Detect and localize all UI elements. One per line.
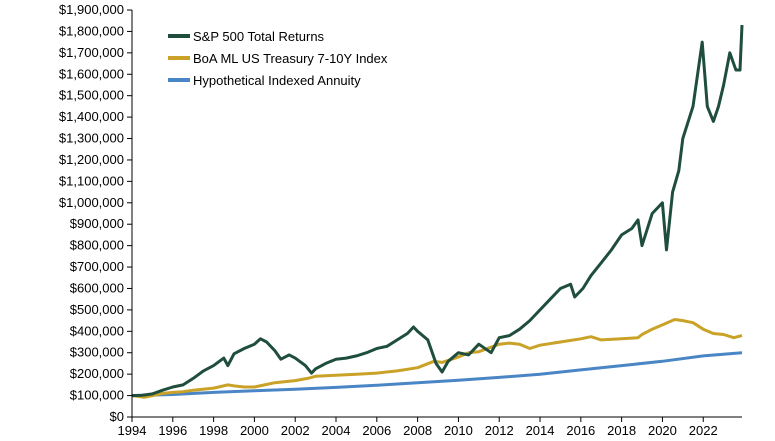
y-tick-label: $1,000,000 [59,195,124,210]
series-line-0 [131,24,744,398]
legend-label: S&P 500 Total Returns [193,29,325,44]
x-tick-label: 2006 [362,423,391,438]
y-tick-label: $1,100,000 [59,173,124,188]
series-line-2 [131,351,743,398]
x-tick-label: 2012 [485,423,514,438]
series-layer [131,24,744,399]
y-tick-label: $0 [110,409,124,424]
x-tick-label: 2008 [403,423,432,438]
x-tick-label: 2000 [240,423,269,438]
y-tick-label: $800,000 [70,238,124,253]
y-tick-label: $600,000 [70,280,124,295]
legend-label: BoA ML US Treasury 7-10Y Index [193,51,388,66]
legend-label: Hypothetical Indexed Annuity [193,73,361,88]
y-tick-label: $1,600,000 [59,66,124,81]
ticks: $0 $100,000 $200,000 $300,000 $400,000 $500,0… [59,2,718,438]
x-tick-label: 1998 [199,423,228,438]
x-tick-label: 2004 [322,423,351,438]
y-tick-label: $700,000 [70,259,124,274]
y-tick-label: $400,000 [70,323,124,338]
x-tick-label: 2022 [689,423,718,438]
y-tick-label: $100,000 [70,388,124,403]
y-tick-label: $200,000 [70,366,124,381]
x-tick-label: 2014 [526,423,555,438]
x-tick-label: 2002 [281,423,310,438]
axes [131,10,742,418]
y-tick-label: $1,300,000 [59,131,124,146]
x-tick-label: 2010 [444,423,473,438]
x-tick-label: 2016 [566,423,595,438]
y-tick-label: $300,000 [70,345,124,360]
x-tick-label: 1994 [118,423,147,438]
y-tick-label: $1,400,000 [59,109,124,124]
x-tick-label: 1996 [158,423,187,438]
x-tick-label: 2020 [648,423,677,438]
y-tick-label: $1,800,000 [59,23,124,38]
y-tick-label: $500,000 [70,302,124,317]
legend: S&P 500 Total Returns BoA ML US Treasury … [168,29,388,88]
y-tick-label: $900,000 [70,216,124,231]
y-tick-label: $1,900,000 [59,2,124,17]
y-tick-label: $1,200,000 [59,152,124,167]
y-tick-label: $1,500,000 [59,88,124,103]
x-tick-label: 2018 [607,423,636,438]
y-tick-label: $1,700,000 [59,45,124,60]
